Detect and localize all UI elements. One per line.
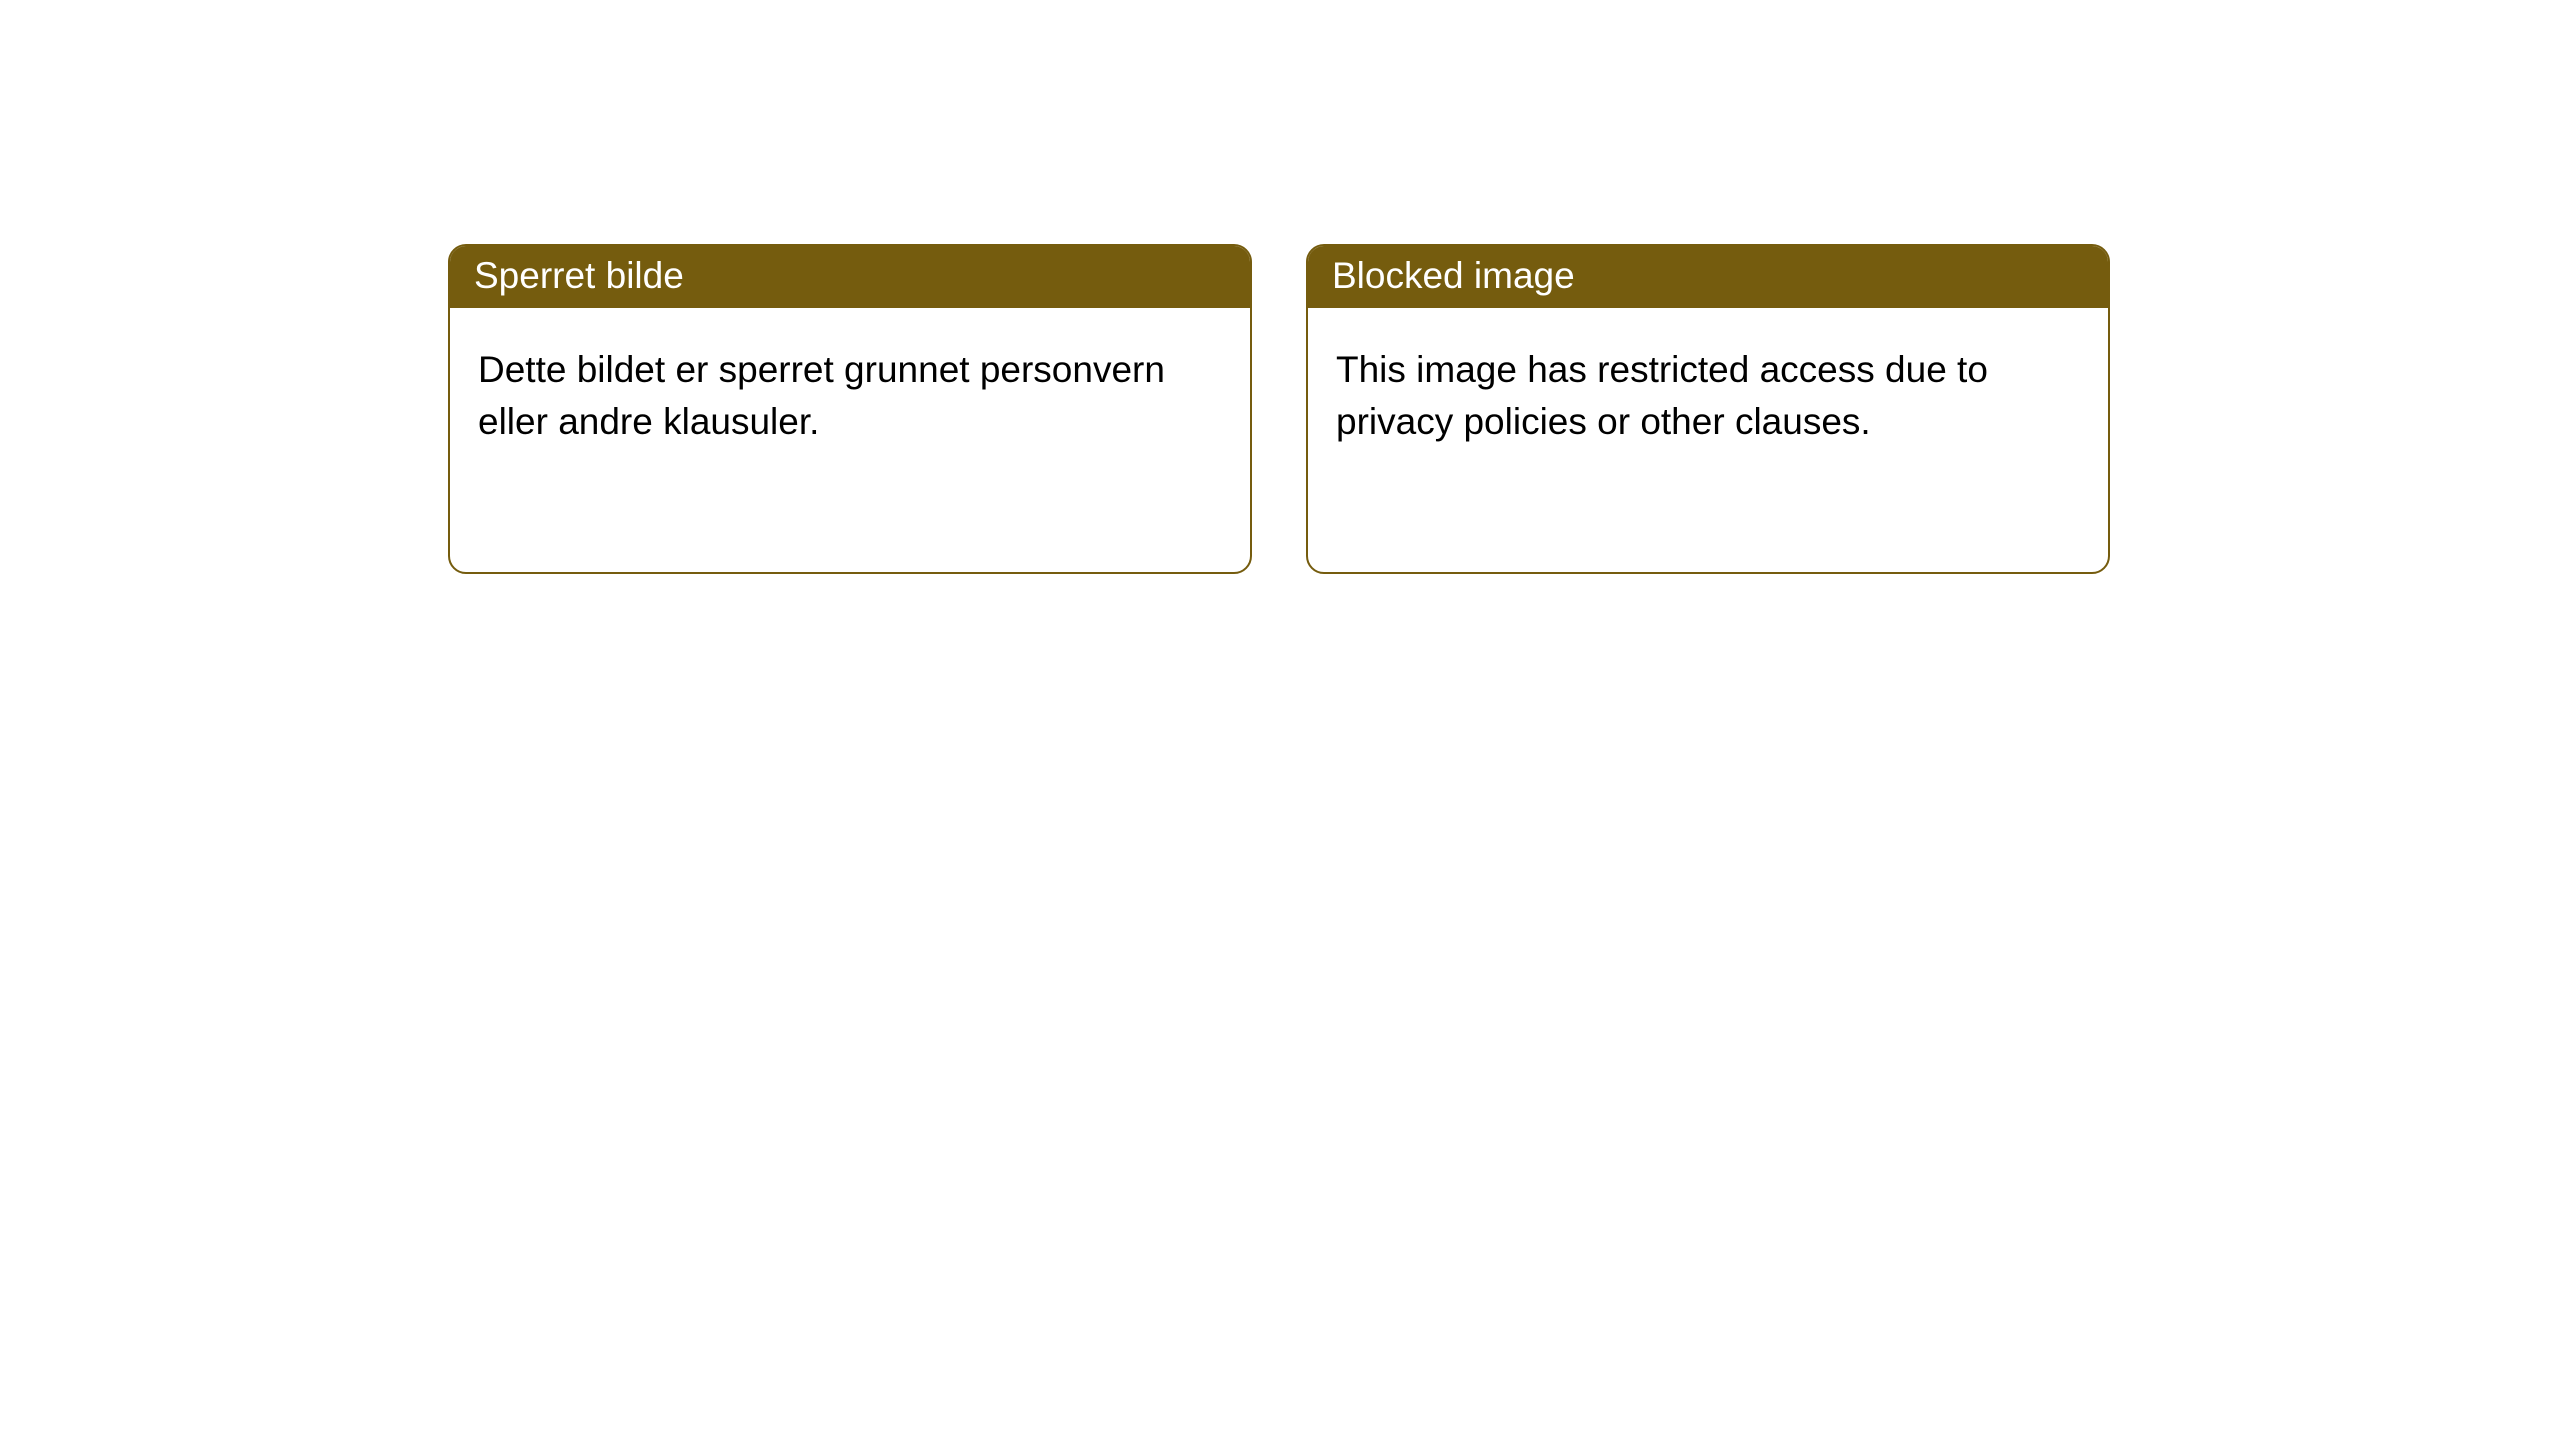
notice-cards-container: Sperret bilde Dette bildet er sperret gr… [0,0,2560,574]
notice-card-body: This image has restricted access due to … [1308,308,2108,476]
notice-card-body: Dette bildet er sperret grunnet personve… [450,308,1250,476]
notice-card-title: Blocked image [1308,246,2108,308]
notice-card-title: Sperret bilde [450,246,1250,308]
notice-card-norwegian: Sperret bilde Dette bildet er sperret gr… [448,244,1252,574]
notice-card-english: Blocked image This image has restricted … [1306,244,2110,574]
